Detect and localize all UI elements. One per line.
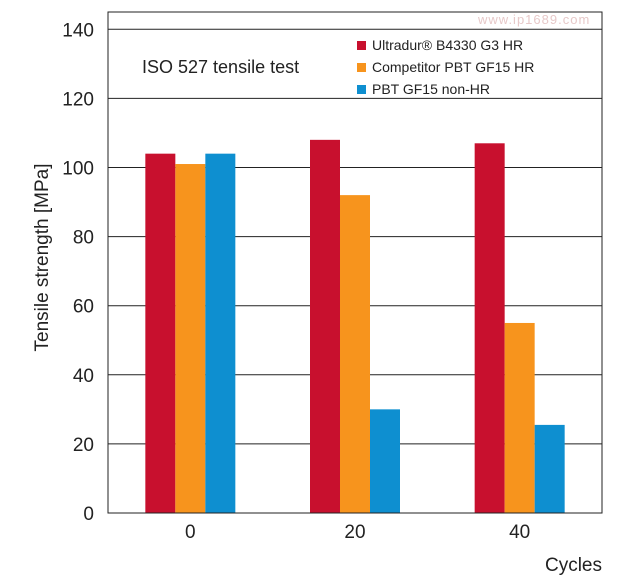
bar-1-cycles-40 (474, 143, 505, 513)
bar-3-cycles-0 (205, 153, 236, 514)
legend: Ultradur® B4330 G3 HR Competitor PBT GF15… (357, 37, 534, 97)
bar-1-cycles-0 (145, 153, 176, 514)
bar-2-cycles-40 (504, 322, 535, 513)
y-tick-label: 80 (73, 228, 94, 249)
legend-label-3: PBT GF15 non-HR (372, 81, 490, 97)
y-axis-title: Tensile strength [MPa] (32, 164, 53, 352)
legend-swatch-1 (357, 41, 366, 50)
legend-label-1: Ultradur® B4330 G3 HR (372, 37, 523, 53)
y-tick-label: 40 (73, 366, 94, 387)
bar-2-cycles-20 (340, 195, 370, 513)
x-tick-label: 0 (185, 522, 196, 543)
y-tick-label: 60 (73, 297, 94, 318)
watermark-text: www.ip1689.com (477, 12, 590, 27)
y-tick-label: 0 (83, 504, 94, 525)
bars (145, 139, 565, 514)
test-annotation: ISO 527 tensile test (142, 57, 299, 77)
y-tick-label: 20 (73, 435, 94, 456)
y-tick-label: 100 (62, 158, 94, 179)
bar-2-cycles-0 (175, 164, 206, 513)
legend-swatch-3 (357, 85, 366, 94)
plot-frame (107, 11, 603, 514)
legend-swatch-2 (357, 63, 366, 72)
x-tick-label: 20 (344, 522, 365, 543)
bar-3-cycles-20 (370, 409, 400, 513)
x-tick-label: 40 (509, 522, 530, 543)
legend-label-2: Competitor PBT GF15 HR (372, 59, 534, 75)
y-tick-label: 140 (62, 20, 94, 41)
x-axis-title: Cycles (545, 555, 602, 576)
bar-3-cycles-40 (534, 424, 565, 513)
x-tick-labels: 0 20 40 (185, 522, 530, 543)
y-tick-label: 120 (62, 89, 94, 110)
bar-1-cycles-20 (310, 139, 340, 514)
y-tick-labels: 0 20 40 60 80 100 120 140 (62, 20, 94, 525)
